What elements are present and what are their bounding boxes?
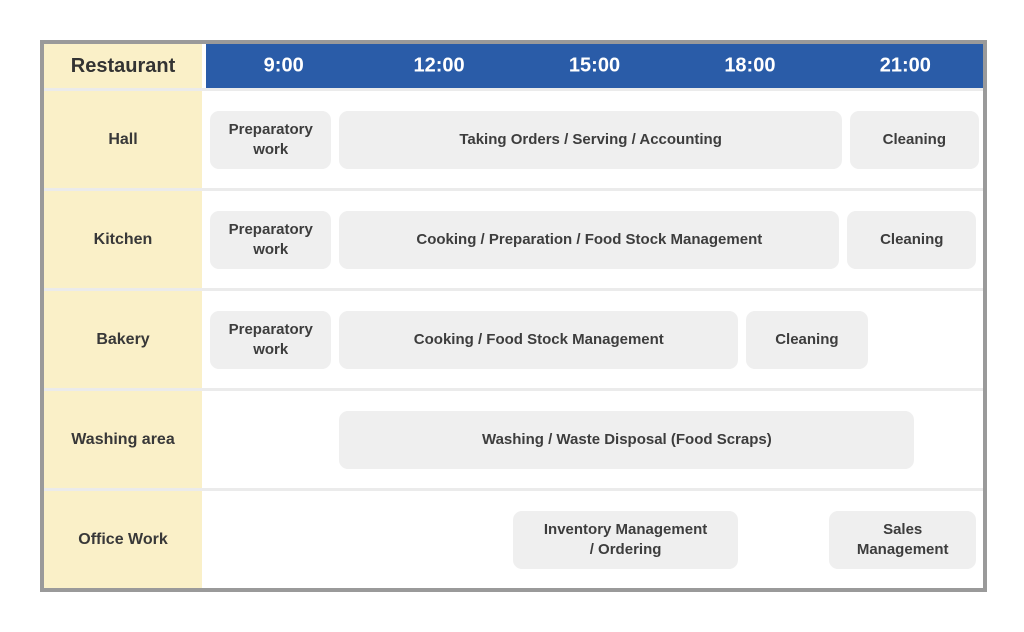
time-tick: 9:00 [263,54,304,77]
schedule-table: Restaurant 9:00 12:00 15:00 18:00 21:00 Hall… [40,40,987,592]
corner-label: Restaurant [70,54,176,77]
column-divider [202,91,206,188]
row-label: Bakery [44,291,202,388]
schedule-row-washing-area: Washing area Washing / Waste Disposal (Fo… [44,391,983,488]
row-divider [44,488,983,491]
task-bar: Washing / Waste Disposal (Food Scraps) [339,410,915,469]
timeline-track: Preparatory work Cooking / Food Stock Man… [206,291,983,388]
task-bar: Cooking / Food Stock Management [339,310,739,369]
timeline-track: Preparatory work Taking Orders / Serving … [206,91,983,188]
row-divider [44,388,983,391]
time-tick: 12:00 [413,54,465,77]
schedule-row-bakery: Bakery Preparatory work Cooking / Food Sto… [44,291,983,388]
task-bar: Cleaning [746,310,868,369]
timeline-track: Washing / Waste Disposal (Food Scraps) [206,391,983,488]
time-tick: 18:00 [724,54,776,77]
column-divider [202,44,206,88]
task-bar: Cleaning [847,210,977,269]
row-label: Office Work [44,491,202,588]
schedule-row-hall: Hall Preparatory work Taking Orders / Serv… [44,91,983,188]
column-divider [202,291,206,388]
row-label: Hall [44,91,202,188]
schedule-rows: Hall Preparatory work Taking Orders / Serv… [44,88,983,588]
task-bar: Inventory Management / Ordering [513,510,739,569]
column-divider [202,391,206,488]
task-bar: Cleaning [849,110,979,169]
column-divider [202,191,206,288]
row-label: Washing area [44,391,202,488]
row-divider [44,88,983,91]
task-bar: Sales Management [829,510,977,569]
corner-cell: Restaurant [44,44,202,88]
row-label: Kitchen [44,191,202,288]
timeline-track: Inventory Management / Ordering Sales Man… [206,491,983,588]
task-bar: Taking Orders / Serving / Accounting [339,110,842,169]
task-bar: Cooking / Preparation / Food Stock Manag… [339,210,840,269]
timeline-track: Preparatory work Cooking / Preparation / … [206,191,983,288]
header-row: Restaurant 9:00 12:00 15:00 18:00 21:00 [44,44,983,88]
row-divider [44,288,983,291]
time-tick: 15:00 [568,54,621,77]
time-tick: 21:00 [879,54,931,77]
task-bar: Preparatory work [210,110,332,169]
task-bar: Preparatory work [210,210,332,269]
task-bar: Preparatory work [210,310,332,369]
row-divider [44,188,983,191]
time-axis-header: 9:00 12:00 15:00 18:00 21:00 [206,44,983,88]
schedule-row-office-work: Office Work Inventory Management / Orderi… [44,491,983,588]
column-divider [202,491,206,588]
schedule-row-kitchen: Kitchen Preparatory work Cooking / Prepara… [44,191,983,288]
